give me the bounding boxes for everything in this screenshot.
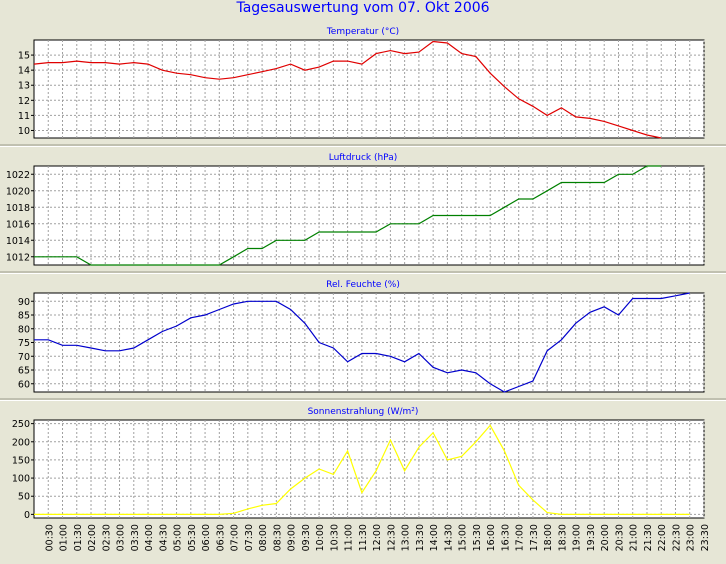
y-tick-label: 1014 bbox=[6, 236, 30, 247]
y-tick-label: 10 bbox=[18, 126, 30, 137]
x-tick-label: 13:30 bbox=[415, 524, 426, 551]
y-tick-label: 100 bbox=[12, 474, 30, 485]
y-tick-label: 1022 bbox=[6, 170, 30, 181]
y-tick-label: 150 bbox=[12, 455, 30, 466]
x-tick-label: 20:00 bbox=[600, 524, 611, 551]
y-tick-label: 14 bbox=[18, 66, 30, 77]
y-tick-label: 0 bbox=[24, 510, 30, 521]
x-axis: 00:30 01:00 01:30 02:00 02:30 03:00 03:30 04:00… bbox=[44, 524, 711, 551]
chart-title: Sonnenstrahlung (W/m²) bbox=[308, 407, 419, 417]
panel-separator-highlight bbox=[0, 146, 726, 147]
x-tick-label: 16:30 bbox=[500, 524, 511, 551]
x-tick-label: 03:00 bbox=[116, 524, 127, 551]
panel-separator-highlight bbox=[0, 400, 726, 401]
x-tick-label: 00:30 bbox=[44, 524, 55, 551]
x-tick-label: 18:30 bbox=[557, 524, 568, 551]
x-tick-label: 13:00 bbox=[401, 524, 412, 551]
x-tick-label: 23:00 bbox=[686, 524, 697, 551]
y-tick-label: 1012 bbox=[6, 252, 30, 263]
y-tick-label: 50 bbox=[18, 492, 30, 503]
x-tick-label: 07:30 bbox=[244, 524, 255, 551]
x-tick-label: 14:30 bbox=[443, 524, 454, 551]
x-tick-label: 23:30 bbox=[700, 524, 711, 551]
x-tick-label: 09:00 bbox=[287, 524, 298, 551]
x-tick-label: 08:30 bbox=[272, 524, 283, 551]
x-tick-label: 17:00 bbox=[515, 524, 526, 551]
x-tick-label: 16:00 bbox=[486, 524, 497, 551]
x-tick-label: 19:30 bbox=[586, 524, 597, 551]
x-tick-label: 18:00 bbox=[543, 524, 554, 551]
chart-title: Temperatur (°C) bbox=[326, 27, 399, 37]
x-tick-label: 08:00 bbox=[258, 524, 269, 551]
y-tick-label: 15 bbox=[18, 51, 30, 62]
x-tick-label: 01:30 bbox=[73, 524, 84, 551]
x-tick-label: 05:00 bbox=[173, 524, 184, 551]
y-tick-label: 200 bbox=[12, 437, 30, 448]
panel-separator bbox=[0, 271, 726, 273]
y-tick-label: 90 bbox=[18, 297, 30, 308]
x-tick-label: 11:00 bbox=[344, 524, 355, 551]
y-tick-label: 65 bbox=[18, 366, 30, 377]
x-tick-label: 04:00 bbox=[144, 524, 155, 551]
panel-separator-highlight bbox=[0, 273, 726, 274]
y-tick-label: 70 bbox=[18, 352, 30, 363]
x-tick-label: 12:00 bbox=[372, 524, 383, 551]
x-tick-label: 06:30 bbox=[215, 524, 226, 551]
x-tick-label: 09:30 bbox=[301, 524, 312, 551]
x-tick-label: 19:00 bbox=[572, 524, 583, 551]
chart-panel-3: Rel. Feuchte (%) 60 65 70 75 80 85 90 bbox=[18, 280, 705, 393]
x-tick-label: 01:00 bbox=[59, 524, 70, 551]
x-tick-label: 22:30 bbox=[671, 524, 682, 551]
y-tick-label: 85 bbox=[18, 311, 30, 322]
chart-title: Luftdruck (hPa) bbox=[329, 153, 398, 163]
chart-title: Rel. Feuchte (%) bbox=[326, 280, 400, 290]
x-tick-label: 06:00 bbox=[201, 524, 212, 551]
y-tick-label: 12 bbox=[18, 96, 30, 107]
x-tick-label: 11:30 bbox=[358, 524, 369, 551]
y-tick-label: 80 bbox=[18, 324, 30, 335]
x-tick-label: 20:30 bbox=[614, 524, 625, 551]
y-tick-label: 11 bbox=[18, 111, 30, 122]
x-tick-label: 21:00 bbox=[629, 524, 640, 551]
x-tick-label: 17:30 bbox=[529, 524, 540, 551]
x-tick-label: 15:00 bbox=[458, 524, 469, 551]
y-tick-label: 250 bbox=[12, 419, 30, 430]
page-title: Tagesauswertung vom 07. Okt 2006 bbox=[236, 0, 490, 16]
x-tick-label: 12:30 bbox=[386, 524, 397, 551]
x-tick-label: 10:00 bbox=[315, 524, 326, 551]
x-tick-label: 14:00 bbox=[429, 524, 440, 551]
y-tick-label: 75 bbox=[18, 338, 30, 349]
x-tick-label: 02:30 bbox=[101, 524, 112, 551]
y-tick-label: 13 bbox=[18, 81, 30, 92]
x-tick-label: 15:30 bbox=[472, 524, 483, 551]
y-tick-label: 60 bbox=[18, 379, 30, 390]
plot-area bbox=[33, 419, 705, 519]
x-tick-label: 03:30 bbox=[130, 524, 141, 551]
x-tick-label: 10:30 bbox=[329, 524, 340, 551]
y-tick-label: 1020 bbox=[6, 186, 30, 197]
y-tick-label: 1016 bbox=[6, 219, 30, 230]
x-tick-label: 02:00 bbox=[87, 524, 98, 551]
x-tick-label: 22:00 bbox=[657, 524, 668, 551]
y-tick-label: 1018 bbox=[6, 203, 30, 214]
panel-separator bbox=[0, 144, 726, 146]
x-tick-label: 21:30 bbox=[643, 524, 654, 551]
x-tick-label: 07:00 bbox=[230, 524, 241, 551]
x-tick-label: 05:30 bbox=[187, 524, 198, 551]
chart-panel-4: Sonnenstrahlung (W/m²) 0 50 100 150 200 250 bbox=[12, 407, 705, 521]
x-tick-label: 04:30 bbox=[158, 524, 169, 551]
chart-panel-2: Luftdruck (hPa) 1012 1014 1016 1018 1020 1022 bbox=[6, 153, 705, 266]
chart-panel-1: Temperatur (°C) 10 11 12 13 14 15 bbox=[18, 27, 705, 139]
plot-area bbox=[33, 292, 705, 393]
panel-separator bbox=[0, 398, 726, 400]
plot-area bbox=[33, 165, 705, 266]
